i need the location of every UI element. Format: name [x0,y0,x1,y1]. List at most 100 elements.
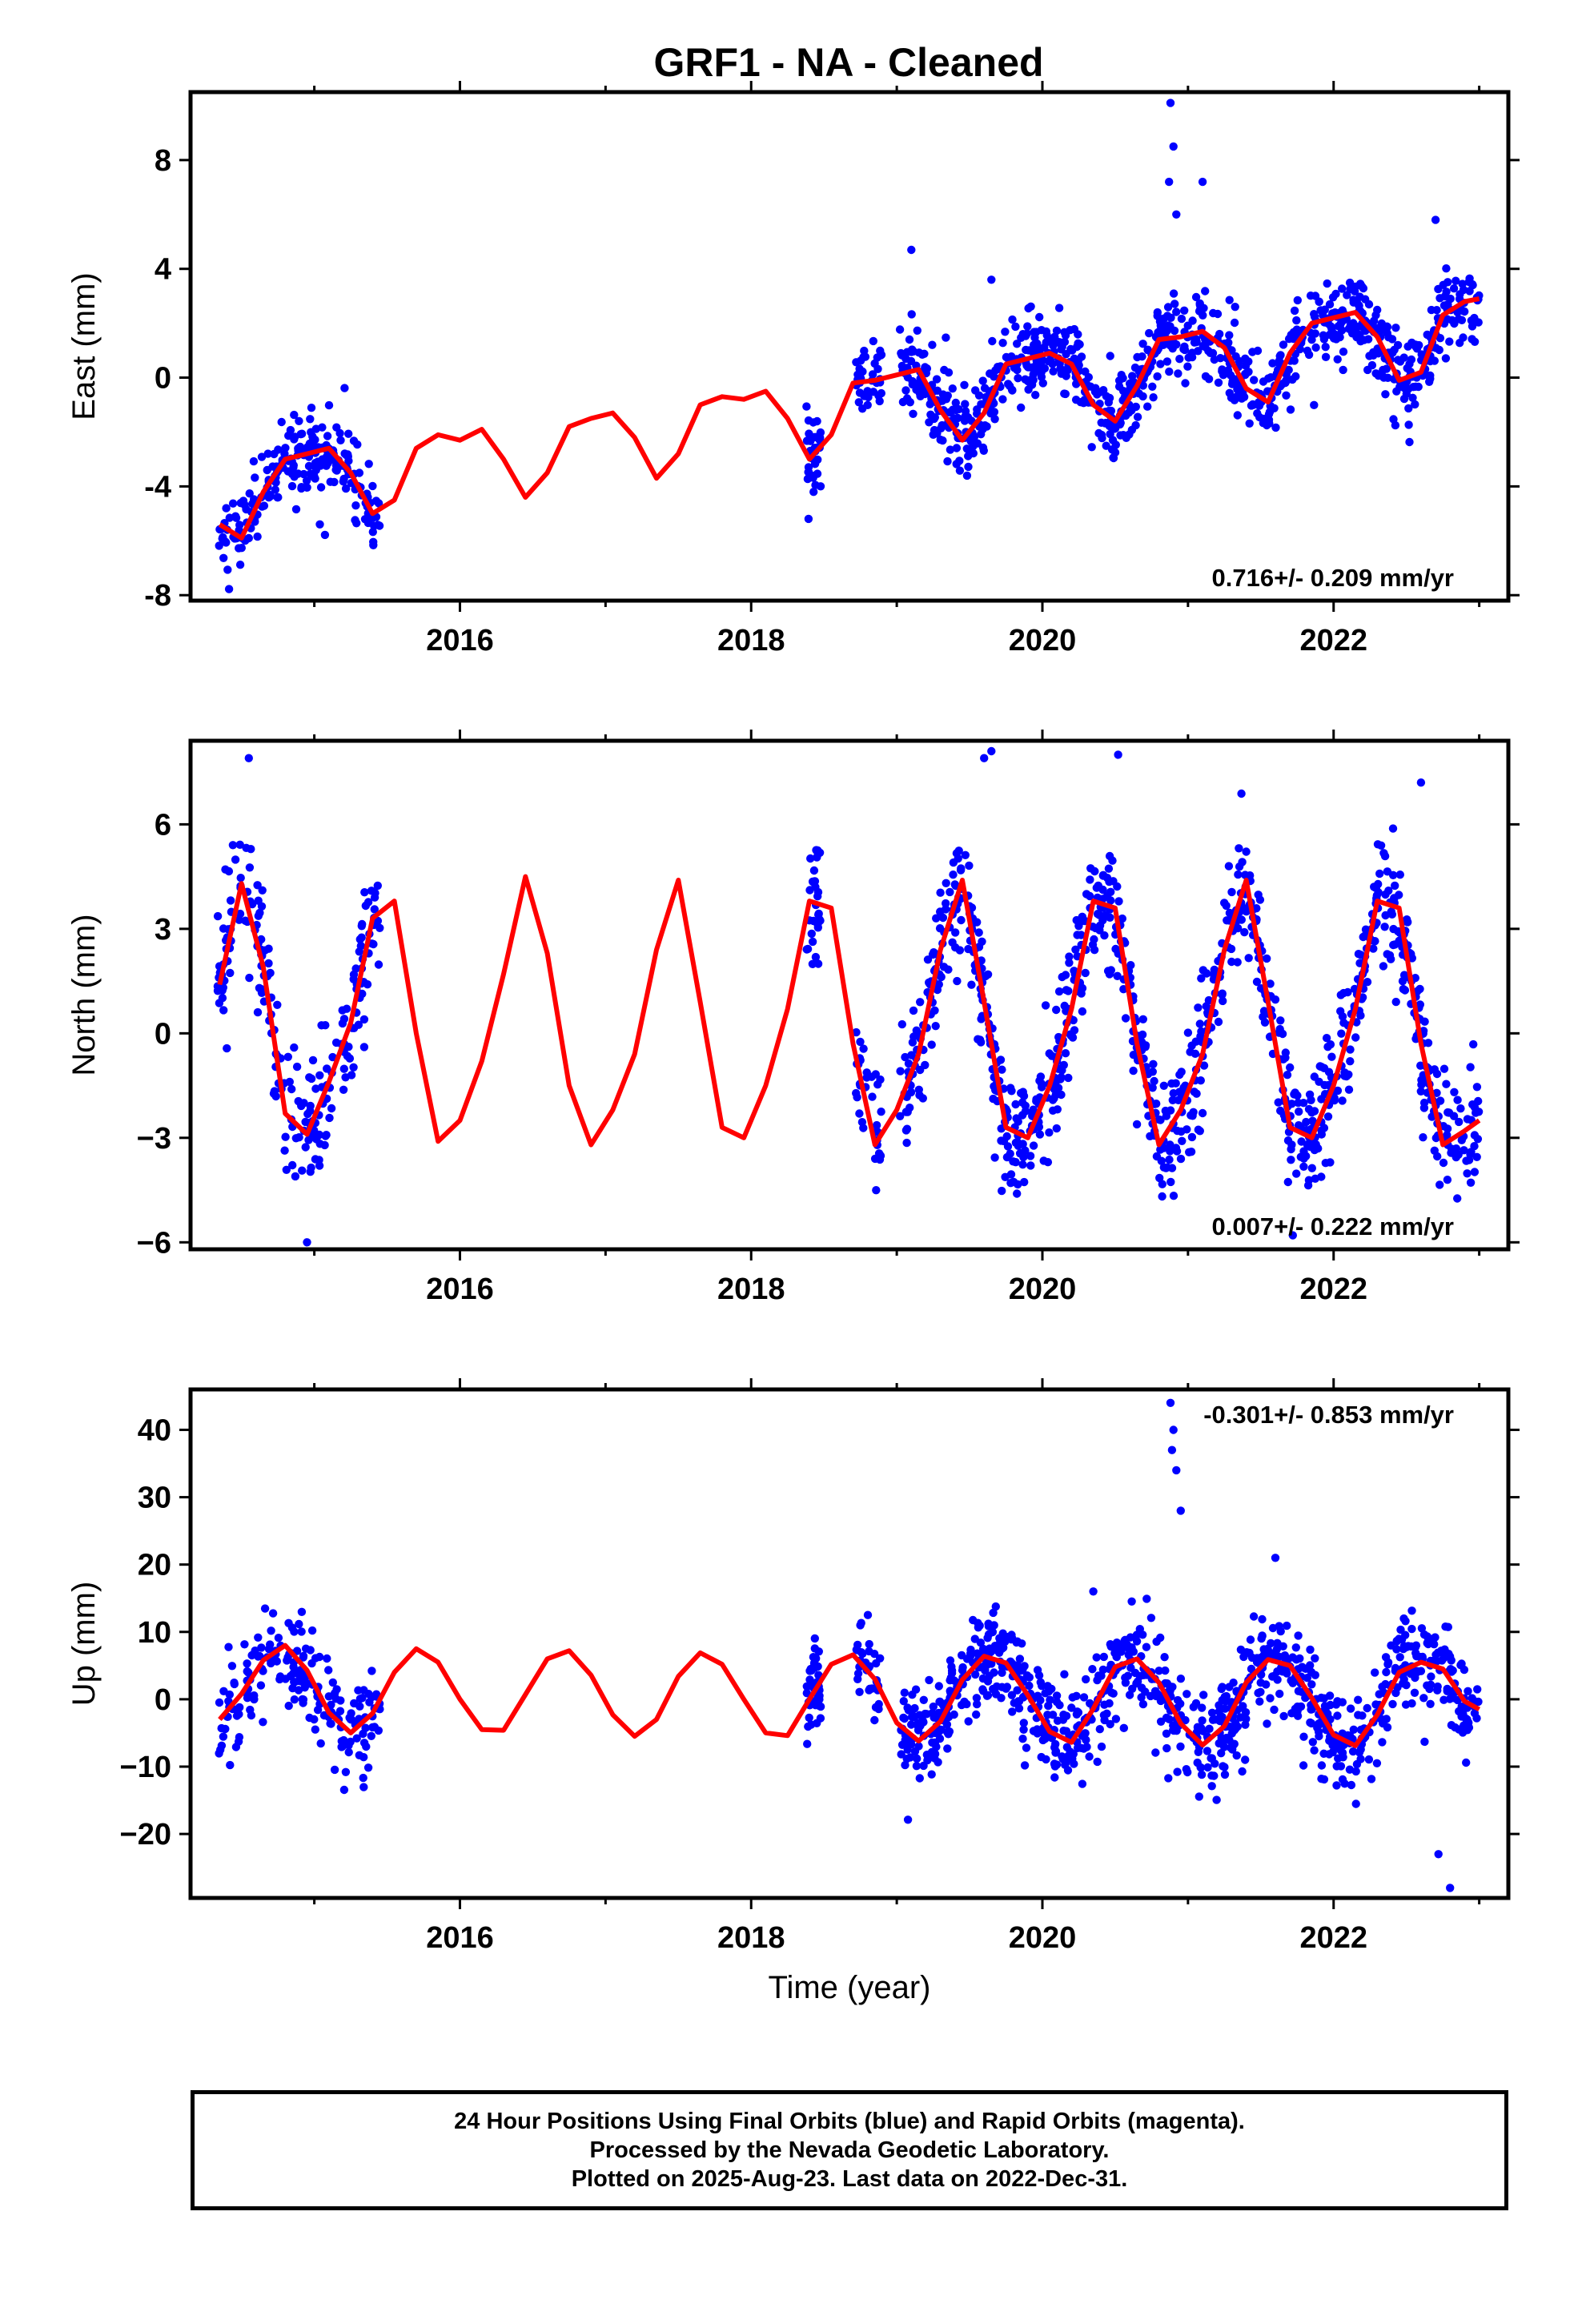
data-point [1172,1466,1181,1475]
data-point [1407,1606,1416,1615]
data-point [1464,1687,1472,1695]
data-point [868,370,877,379]
data-point [897,348,905,358]
data-point [1267,1638,1275,1648]
data-point [901,1126,911,1135]
data-point [1419,1133,1427,1142]
data-point [1142,1642,1151,1651]
data-point [1348,321,1358,330]
data-point [267,1626,275,1635]
data-point [1041,1001,1050,1010]
data-point [962,444,972,453]
data-point [339,1085,348,1095]
data-point [1145,328,1154,338]
data-point [934,1709,943,1718]
data-point [971,386,980,395]
data-point [1263,1719,1271,1728]
data-point [1027,363,1036,372]
data-point [1194,1003,1203,1012]
data-point [930,948,938,957]
data-point [1019,1725,1028,1734]
data-point [1189,1108,1198,1117]
data-point [1073,1743,1082,1752]
data-point [1434,1850,1443,1859]
data-point [1187,1132,1197,1142]
data-point [1266,979,1275,988]
data-point [853,1640,862,1650]
data-point [315,520,324,529]
data-point [1072,380,1081,388]
x-tick-label: 2020 [1009,1921,1077,1955]
data-point [284,1618,293,1628]
data-point [1327,1052,1336,1061]
data-point [1119,1723,1129,1732]
data-point [1185,1148,1194,1157]
data-point [1431,215,1440,224]
data-point [811,480,820,489]
data-point [1242,847,1251,856]
data-point [356,942,365,951]
data-point [235,909,245,919]
data-point [328,1052,337,1062]
data-point [264,959,273,968]
data-point [1321,352,1331,361]
data-point [1255,895,1265,904]
data-point [934,1727,943,1736]
data-point [1359,932,1367,942]
data-point [254,896,263,905]
data-point [1164,1774,1173,1783]
data-point [1113,971,1122,981]
data-point [1107,1688,1116,1697]
data-point [316,483,326,492]
plot-frame-2 [188,738,1511,1252]
data-point [231,855,240,864]
data-point [904,1059,913,1068]
data-point [913,1726,923,1735]
data-point [1241,361,1251,370]
data-point [1081,968,1090,978]
data-point [344,456,353,465]
data-point [1151,1748,1160,1757]
data-point [352,1734,361,1743]
data-point [1042,338,1050,347]
data-point [1354,1695,1363,1704]
data-point [325,1113,334,1123]
data-point [1319,1124,1329,1132]
data-point [927,1040,936,1049]
data-point [1103,967,1113,975]
data-point [816,428,825,437]
data-point [978,1687,988,1695]
data-point [1241,1755,1250,1764]
data-point [1375,869,1384,879]
data-point [1460,1146,1468,1155]
data-point [1050,1762,1060,1771]
data-point [1304,350,1314,360]
data-point [1271,995,1280,1004]
data-point [1220,1770,1230,1779]
data-point [1439,1158,1448,1168]
data-point [1052,1124,1062,1133]
data-point [291,505,301,514]
data-point [1237,789,1246,798]
data-point [916,1065,925,1075]
data-point [1238,1767,1247,1776]
data-point [244,754,253,762]
data-point [1061,389,1070,399]
data-point [1338,1096,1347,1105]
data-point [354,1020,363,1029]
data-point [930,1006,939,1015]
data-point [1138,1630,1147,1639]
data-point [344,1747,353,1757]
data-point [1402,1642,1411,1651]
data-point [874,391,883,400]
data-point [1234,870,1243,879]
data-point [1212,1795,1221,1804]
data-point [1035,312,1044,322]
data-point [1279,1711,1288,1721]
data-point [361,1723,370,1732]
data-point [1391,997,1400,1007]
data-point [1199,966,1208,975]
y-tick-label: 30 [138,1482,171,1515]
data-point [1379,365,1387,375]
data-point [1060,1670,1069,1679]
